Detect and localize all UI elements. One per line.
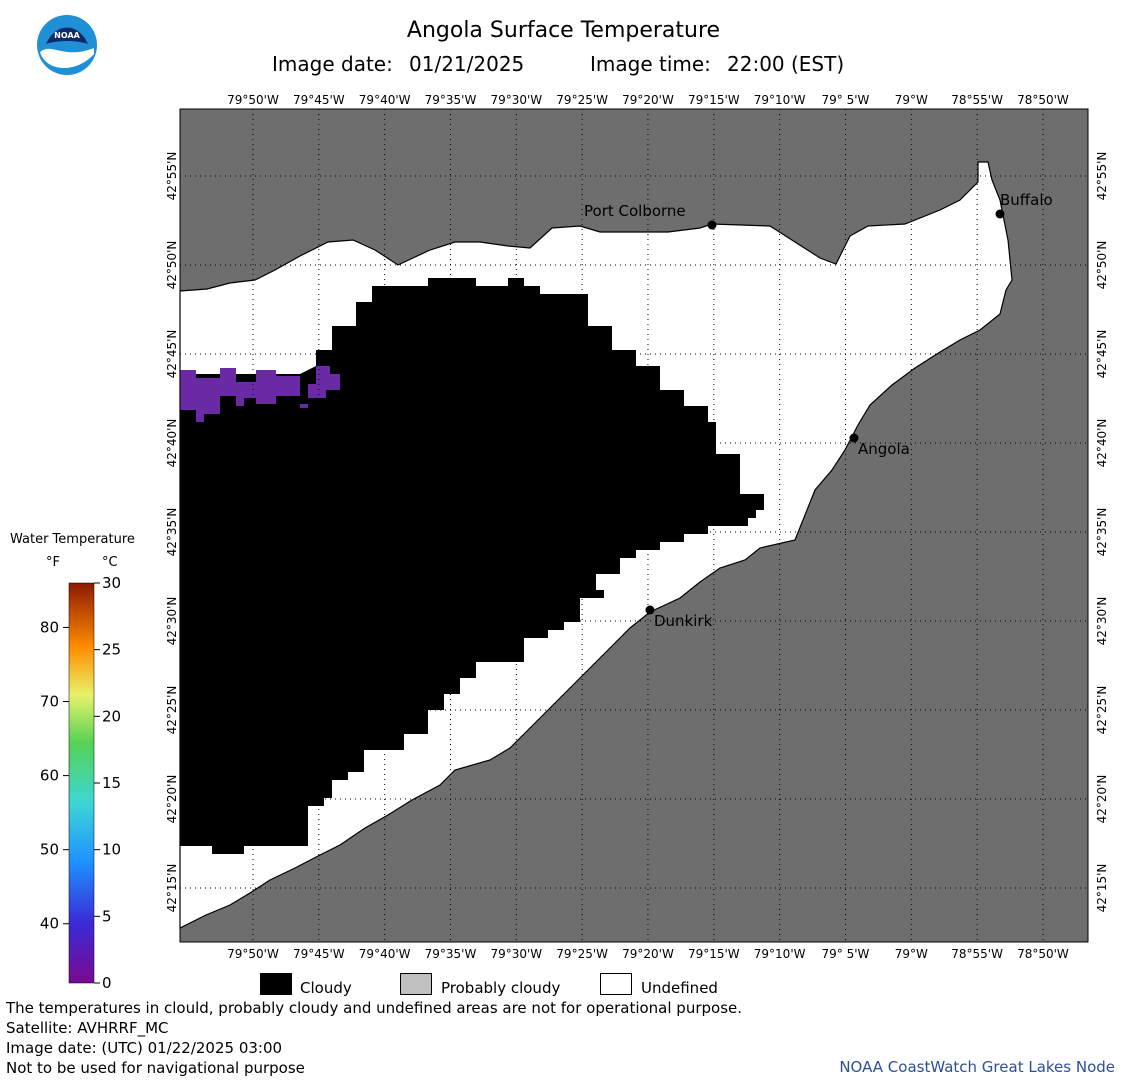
legend-label-probably-cloudy: Probably cloudy [441,979,561,997]
map-frame [179,108,1089,943]
longitude-tick-label: 78°55'W [951,947,1003,961]
fahrenheit-tick-label: 60 [40,767,59,785]
footer-satellite: Satellite: AVHRRF_MC [6,1019,169,1037]
color-scale-bar [68,582,95,984]
city-label-dunkirk: Dunkirk [654,612,713,630]
city-marker-port-colborne [707,220,717,230]
unit-fahrenheit: °F [46,555,60,570]
longitude-ticks-bottom: 79°50'W 79°45'W 79°40'W 79°35'W 79°30'W 79°25… [227,947,1069,961]
longitude-tick-label: 79°40'W [359,947,411,961]
fahrenheit-tick-label: 40 [40,915,59,933]
latitude-tick-label: 42°55'N [1095,152,1109,201]
latitude-tick-label: 42°25'N [1095,686,1109,735]
footer-disclaimer: The temperatures in clould, probably clo… [6,999,743,1017]
latitude-tick-label: 42°15'N [165,864,179,913]
longitude-ticks-top: 79°50'W 79°45'W 79°40'W 79°35'W 79°30'W 79°25… [227,93,1069,107]
latitude-tick-label: 42°35'N [165,508,179,557]
longitude-tick-label: 79°45'W [293,947,345,961]
latitude-tick-label: 42°40'N [1095,419,1109,468]
longitude-tick-label: 79°W [895,93,928,107]
longitude-tick-label: 79°10'W [754,93,806,107]
longitude-tick-label: 79°35'W [425,947,477,961]
longitude-tick-label: 79°25'W [556,947,608,961]
legend-label-cloudy: Cloudy [300,979,352,997]
longitude-tick-label: 79°30'W [490,93,542,107]
latitude-tick-label: 42°20'N [165,775,179,824]
city-marker-dunkirk [645,605,655,615]
latitude-tick-label: 42°45'N [165,330,179,379]
image-time-value: 22:00 (EST) [727,52,845,76]
longitude-tick-label: 79°50'W [227,93,279,107]
celsius-tick-label: 25 [102,641,121,659]
legend-swatch-cloudy [260,973,292,995]
celsius-tick-label: 20 [102,707,121,725]
celsius-tick-label: 15 [102,774,121,792]
map-title: Angola Surface Temperature [406,18,721,43]
longitude-tick-label: 79°40'W [359,93,411,107]
latitude-tick-label: 42°40'N [165,419,179,468]
city-label-buffalo: Buffalo [1000,191,1053,209]
latitude-tick-label: 42°30'N [165,597,179,646]
longitude-tick-label: 79°15'W [688,93,740,107]
longitude-tick-label: 79°45'W [293,93,345,107]
longitude-tick-label: 79°25'W [556,93,608,107]
celsius-tick-label: 5 [102,907,112,925]
legend-swatch-undefined [600,973,632,995]
longitude-tick-label: 79° 5'W [822,93,870,107]
city-label-port-colborne: Port Colborne [584,202,686,220]
latitude-tick-label: 42°50'N [165,241,179,290]
city-marker-angola [849,433,859,443]
latitude-tick-label: 42°25'N [165,686,179,735]
longitude-tick-label: 79°15'W [688,947,740,961]
longitude-tick-label: 79°20'W [622,93,674,107]
fahrenheit-tick-label: 50 [40,841,59,859]
longitude-tick-label: 79°20'W [622,947,674,961]
longitude-tick-label: 79°W [895,947,928,961]
longitude-tick-label: 79°35'W [425,93,477,107]
longitude-tick-label: 79°50'W [227,947,279,961]
longitude-tick-label: 78°50'W [1017,93,1069,107]
image-date-value: 01/21/2025 [409,52,525,76]
footer-utc-date: Image date: (UTC) 01/22/2025 03:00 [6,1039,283,1057]
longitude-tick-label: 79°10'W [754,947,806,961]
footer-credit: NOAA CoastWatch Great Lakes Node [839,1058,1115,1076]
latitude-tick-label: 42°30'N [1095,597,1109,646]
latitude-tick-label: 42°35'N [1095,508,1109,557]
latitude-tick-label: 42°45'N [1095,330,1109,379]
latitude-ticks-right: 42°55'N 42°50'N 42°45'N 42°40'N 42°35'N 42°30… [1095,152,1109,913]
footer-nav-warning: Not to be used for navigational purpose [6,1059,305,1077]
longitude-tick-label: 78°55'W [951,93,1003,107]
legend-swatch-probably-cloudy [400,973,432,995]
celsius-tick-label: 0 [102,974,112,992]
unit-celsius: °C [102,555,118,570]
celsius-tick-label: 10 [102,841,121,859]
water-temperature-patch [180,366,340,422]
image-time-label: Image time: [590,52,711,76]
legend-label-undefined: Undefined [641,979,718,997]
city-label-angola: Angola [858,440,910,458]
latitude-ticks-left: 42°55'N 42°50'N 42°45'N 42°40'N 42°35'N 42°30… [165,152,179,913]
latitude-tick-label: 42°15'N [1095,864,1109,913]
city-marker-buffalo [995,209,1005,219]
logo-text: NOAA [54,31,80,40]
longitude-tick-label: 79° 5'W [822,947,870,961]
latitude-tick-label: 42°20'N [1095,775,1109,824]
fahrenheit-tick-label: 70 [40,693,59,711]
image-date-label: Image date: [272,52,393,76]
longitude-tick-label: 78°50'W [1017,947,1069,961]
latitude-tick-label: 42°55'N [165,152,179,201]
celsius-tick-label: 30 [102,574,121,592]
noaa-logo-icon: NOAA [37,15,97,75]
latitude-tick-label: 42°50'N [1095,241,1109,290]
fahrenheit-tick-label: 80 [40,618,59,636]
longitude-tick-label: 79°30'W [490,947,542,961]
color-scale-title: Water Temperature [10,532,135,547]
